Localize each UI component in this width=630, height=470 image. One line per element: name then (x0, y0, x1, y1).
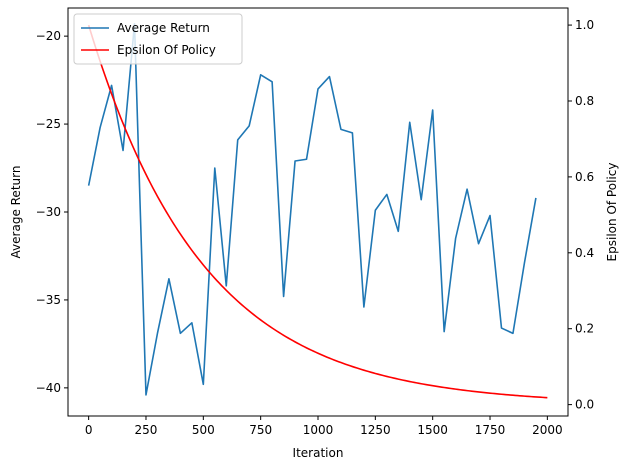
x-tick-label: 0 (85, 423, 93, 437)
left-y-tick-label: −35 (36, 293, 61, 307)
x-tick-label: 1250 (360, 423, 391, 437)
legend-entry-epsilon: Epsilon Of Policy (117, 43, 216, 57)
x-tick-label: 2000 (532, 423, 563, 437)
right-y-tick-label: 0.8 (575, 94, 594, 108)
legend-box (73, 13, 243, 65)
x-axis-ticks: 0 250 500 750 1000 1250 1500 1750 2000 (85, 416, 563, 437)
right-y-tick-label: 0.0 (575, 398, 594, 412)
legend-entry-average-return: Average Return (117, 21, 210, 35)
right-y-axis-label: Epsilon Of Policy (605, 163, 619, 262)
right-y-tick-label: 1.0 (575, 18, 594, 32)
average-return-line (87, 23, 537, 396)
x-axis-label: Iteration (293, 446, 344, 460)
left-y-tick-label: −25 (36, 117, 61, 131)
left-y-tick-label: −40 (36, 381, 61, 395)
right-y-axis-ticks: 0.0 0.2 0.4 0.6 0.8 1.0 (568, 18, 594, 412)
x-tick-label: 500 (192, 423, 215, 437)
left-y-axis-ticks: −20 −25 −30 −35 −40 (36, 29, 68, 395)
left-y-axis-label: Average Return (9, 166, 23, 259)
right-y-tick-label: 0.2 (575, 322, 594, 336)
epsilon-of-policy-line (87, 24, 548, 399)
x-tick-label: 1500 (417, 423, 448, 437)
left-y-tick-label: −30 (36, 205, 61, 219)
right-y-tick-label: 0.4 (575, 246, 594, 260)
left-y-tick-label: −20 (36, 29, 61, 43)
right-y-tick-label: 0.6 (575, 170, 594, 184)
x-tick-label: 1000 (303, 423, 334, 437)
x-tick-label: 750 (249, 423, 272, 437)
x-tick-label: 250 (135, 423, 158, 437)
plot-lines (87, 23, 548, 399)
legend: Average Return Epsilon Of Policy (73, 13, 243, 65)
x-tick-label: 1750 (475, 423, 506, 437)
